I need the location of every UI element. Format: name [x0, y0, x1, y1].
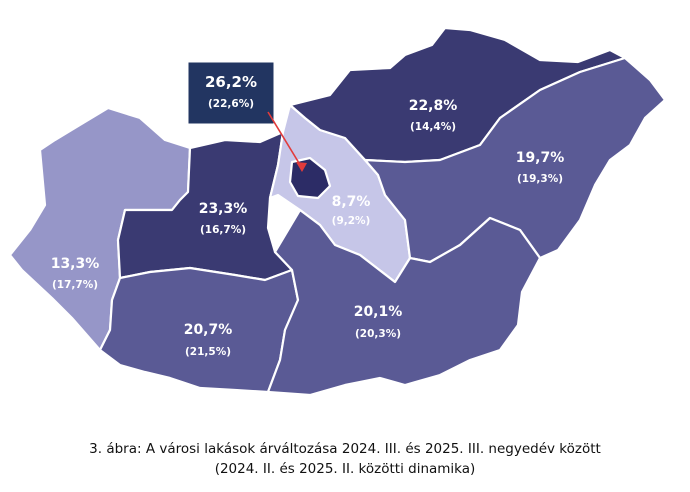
- label-central-transdanubia-value: 23,3%: [199, 201, 248, 217]
- figure-caption-line-2: (2024. II. és 2025. II. közötti dinamika…: [214, 461, 476, 477]
- label-pest-value: 8,7%: [332, 194, 371, 210]
- label-pest-sub: (9,2%): [332, 215, 371, 227]
- label-budapest-sub: (22,6%): [208, 98, 254, 110]
- label-central-transdanubia-sub: (16,7%): [200, 224, 246, 236]
- hungary-region-map: 13,3% (17,7%) 23,3% (16,7%) 20,7% (21,5%…: [8, 26, 667, 397]
- label-northern-great-plain-sub: (19,3%): [517, 173, 563, 185]
- label-southern-transdanubia-sub: (21,5%): [185, 346, 231, 358]
- label-western-transdanubia-value: 13,3%: [51, 256, 100, 272]
- callout-arrowhead: [296, 162, 307, 172]
- label-budapest-value: 26,2%: [205, 73, 257, 91]
- label-northern-hungary-value: 22,8%: [409, 98, 458, 114]
- figure-caption-line-1: 3. ábra: A városi lakások árváltozása 20…: [89, 441, 601, 457]
- label-southern-transdanubia-value: 20,7%: [184, 322, 233, 338]
- label-western-transdanubia-sub: (17,7%): [52, 279, 98, 291]
- callout-arrow: [267, 111, 303, 169]
- region-southern-great-plain: [266, 208, 542, 397]
- label-northern-great-plain-value: 19,7%: [516, 150, 565, 166]
- label-northern-hungary-sub: (14,4%): [410, 121, 456, 133]
- label-southern-great-plain-sub: (20,3%): [355, 328, 401, 340]
- budapest-callout-box: [187, 61, 275, 125]
- label-southern-great-plain-value: 20,1%: [354, 304, 403, 320]
- region-northern-hungary: [288, 26, 627, 164]
